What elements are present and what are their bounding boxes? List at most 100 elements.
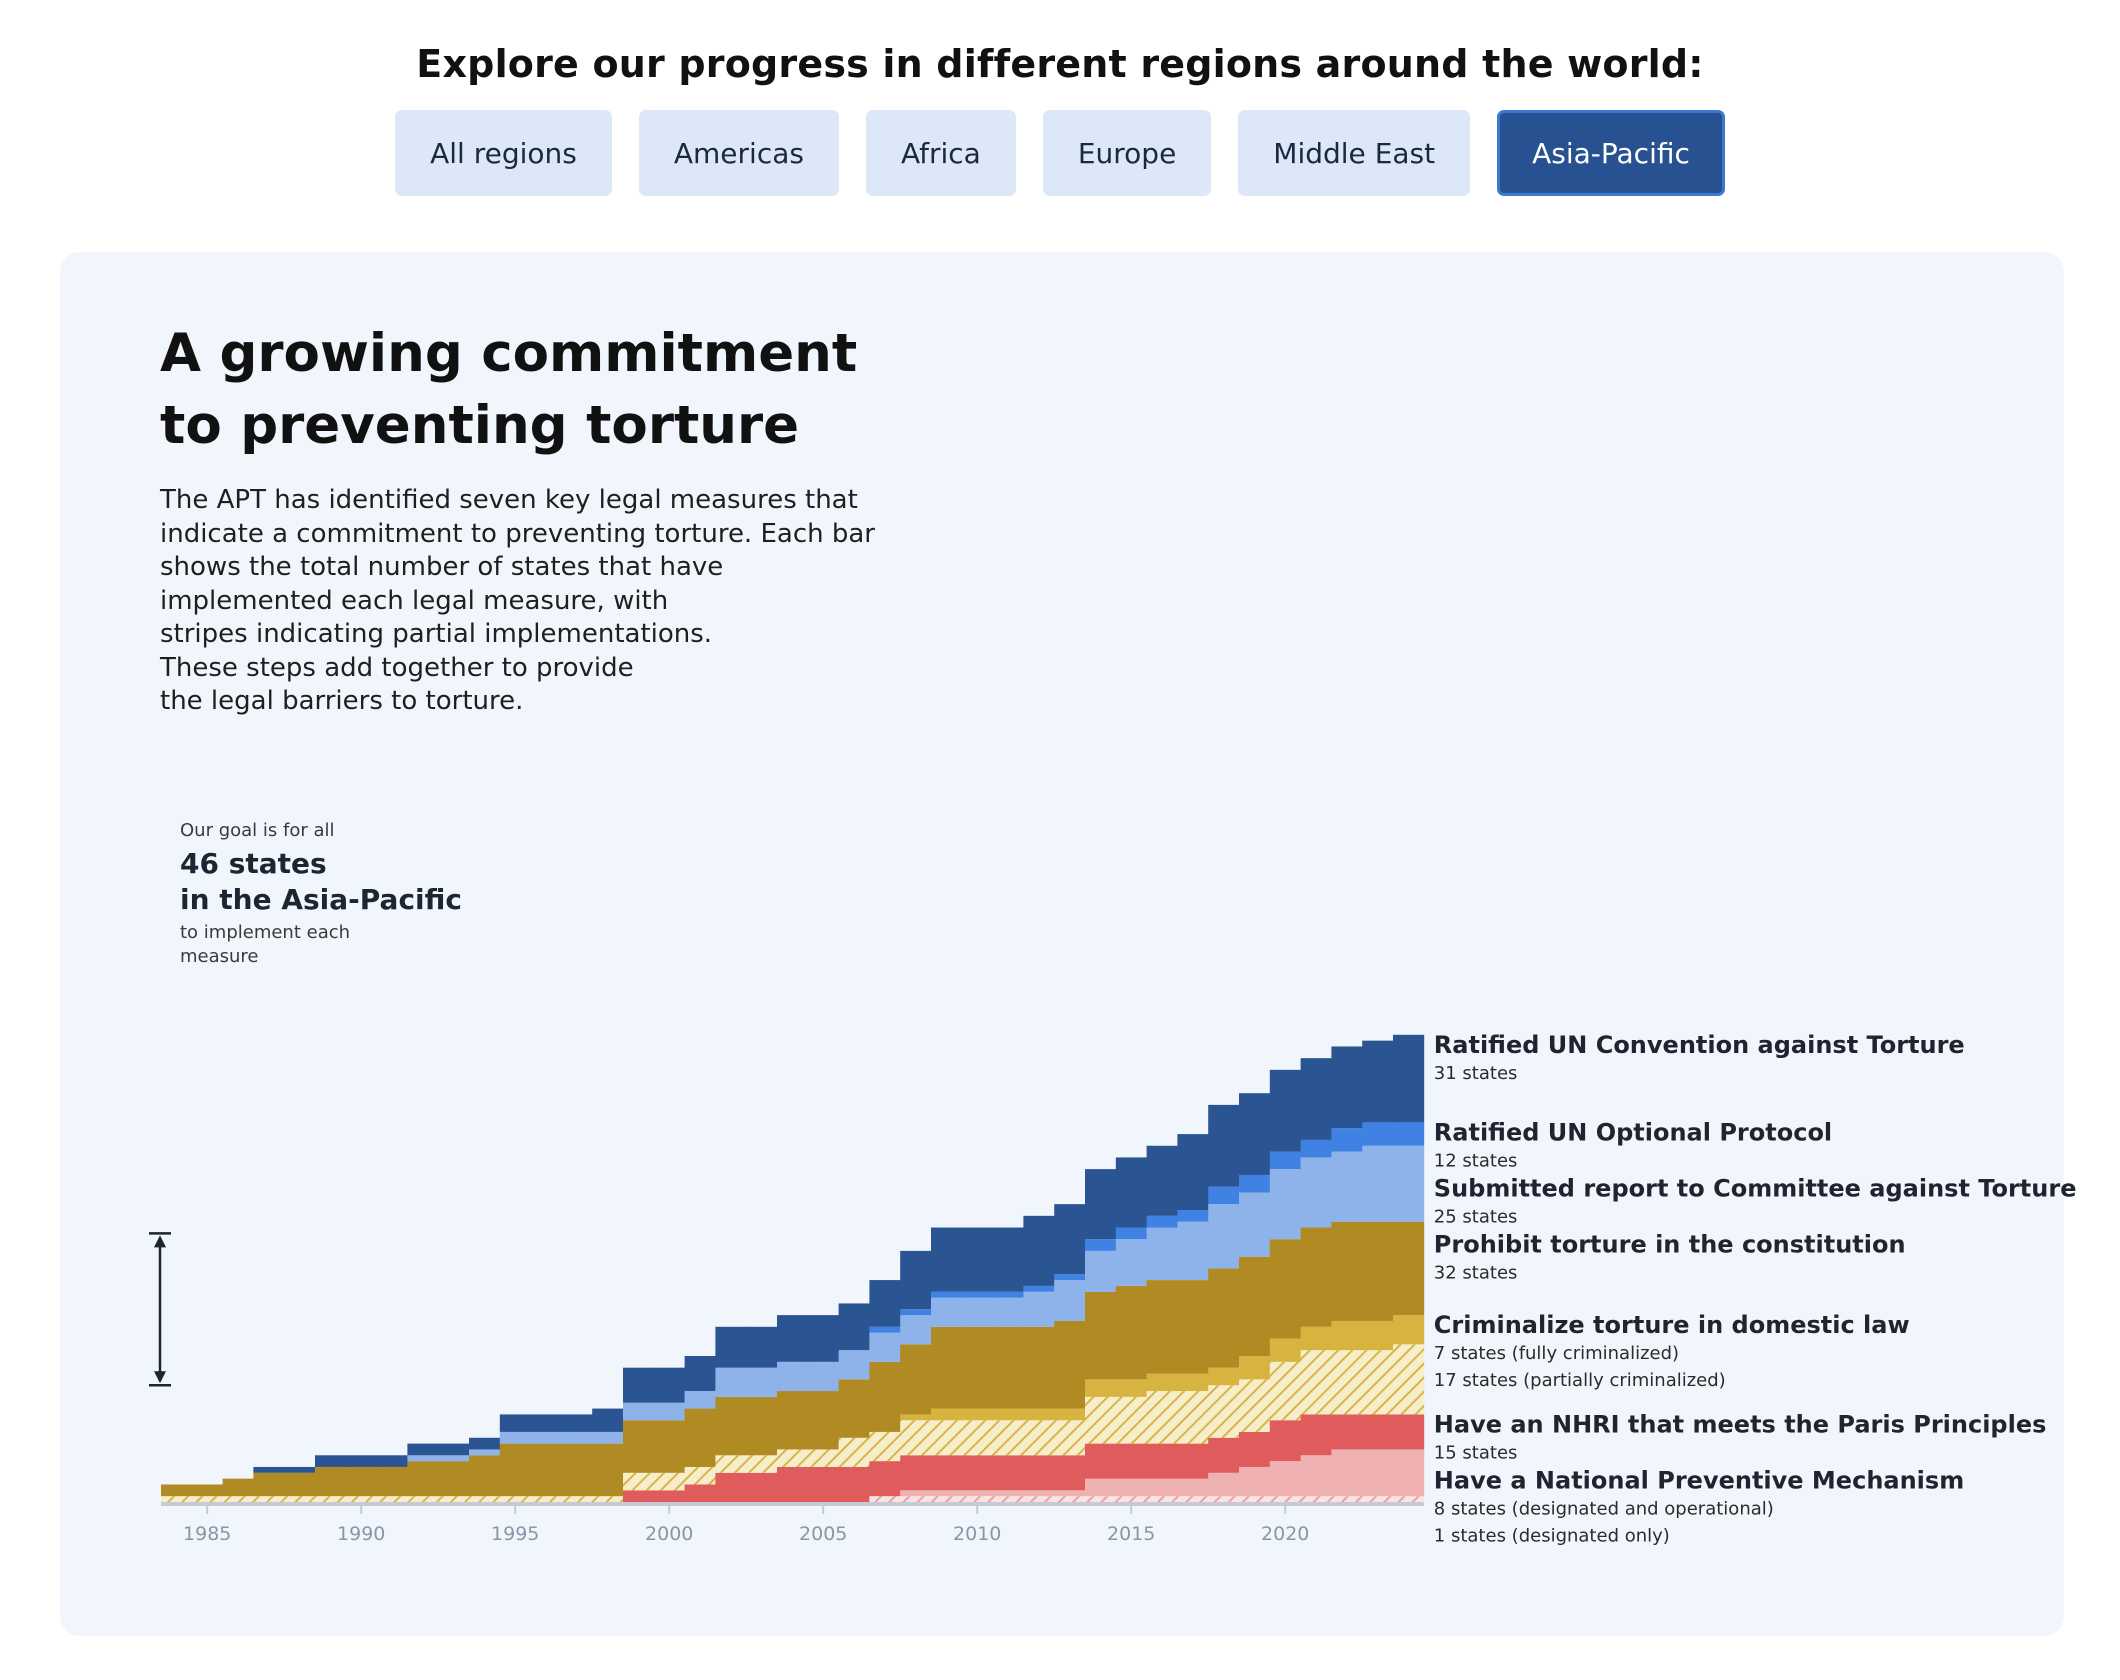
bar-ratified-cat-2011 — [992, 1227, 1024, 1292]
bar-npm-full-2009 — [931, 1490, 963, 1497]
bar-npm-partial-2013 — [1054, 1496, 1086, 1502]
x-tick-label-1990: 1990 — [337, 1523, 385, 1545]
bar-criminalize-full-2016 — [1146, 1373, 1178, 1392]
bar-ratified-cat-1991 — [376, 1455, 408, 1467]
bar-report-committee-2013 — [1054, 1280, 1086, 1321]
bar-ratified-cat-2016 — [1146, 1145, 1178, 1216]
tab-africa[interactable]: Africa — [865, 110, 1016, 196]
goal-annotation: Our goal is for all 46 states in the Asi… — [149, 820, 462, 1387]
bar-nhri-1999 — [623, 1490, 655, 1502]
region-tabs: All regions Americas Africa Europe Middl… — [0, 110, 2120, 196]
card-title-line-2: to preventing torture — [160, 395, 800, 456]
bar-criminalize-full-2014 — [1085, 1379, 1117, 1397]
bar-report-committee-2010 — [961, 1297, 993, 1327]
bar-constitution-1995 — [499, 1443, 531, 1497]
bar-constitution-2024 — [1393, 1221, 1425, 1316]
bar-constitution-2023 — [1362, 1221, 1394, 1321]
bar-criminalize-full-2010 — [961, 1408, 993, 1421]
bar-npm-full-2024 — [1393, 1449, 1425, 1497]
bar-ratified-cat-1994 — [469, 1437, 501, 1450]
bar-constitution-2005 — [807, 1391, 839, 1450]
bar-report-committee-2004 — [777, 1361, 809, 1392]
bar-ratified-cat-2001 — [684, 1356, 716, 1392]
bar-criminalize-full-2024 — [1393, 1315, 1425, 1345]
series-label-title: Ratified UN Convention against Torture — [1434, 1031, 1965, 1059]
bar-constitution-2000 — [653, 1420, 685, 1473]
series-label-title: Have a National Preventive Mechanism — [1434, 1466, 1964, 1494]
bar-constitution-2020 — [1269, 1239, 1301, 1339]
bar-constitution-1997 — [561, 1443, 593, 1497]
x-tick-label-2015: 2015 — [1107, 1523, 1155, 1545]
tab-middle-east[interactable]: Middle East — [1238, 110, 1471, 196]
bar-constitution-2016 — [1146, 1280, 1178, 1374]
bar-npm-partial-2018 — [1208, 1496, 1240, 1502]
bar-constitution-2021 — [1300, 1227, 1332, 1327]
intro-line: indicate a commitment to preventing tort… — [160, 518, 875, 549]
series-label-title: Ratified UN Optional Protocol — [1434, 1118, 1832, 1146]
series-label-title: Submitted report to Committee against To… — [1434, 1174, 2077, 1202]
bar-nhri-2006 — [838, 1466, 870, 1502]
bar-constitution-1994 — [469, 1455, 501, 1497]
bar-nhri-2004 — [777, 1466, 809, 1502]
bar-report-committee-2003 — [746, 1367, 778, 1397]
bar-ratified-cat-2023 — [1362, 1040, 1394, 1123]
intro-line: the legal barriers to torture. — [160, 686, 524, 716]
bar-report-committee-1999 — [623, 1402, 655, 1421]
bar-optional-protocol-2008 — [900, 1309, 932, 1316]
bar-nhri-2016 — [1146, 1443, 1178, 1479]
bar-ratified-cat-2000 — [653, 1367, 685, 1403]
intro-text: The APT has identified seven key legal m… — [160, 484, 980, 719]
goal-pre-text: Our goal is for all — [180, 820, 335, 841]
bar-criminalize-partial-1985 — [191, 1496, 223, 1502]
bar-constitution-1988 — [284, 1472, 316, 1497]
bar-ratified-cat-2012 — [1023, 1215, 1055, 1286]
bar-npm-partial-2009 — [931, 1496, 963, 1502]
bar-ratified-cat-1987 — [253, 1466, 285, 1473]
bar-optional-protocol-2022 — [1331, 1128, 1363, 1152]
bar-criminalize-partial-2007 — [869, 1431, 901, 1462]
bar-report-committee-2014 — [1085, 1250, 1117, 1292]
bar-criminalize-full-2013 — [1054, 1408, 1086, 1421]
bar-constitution-1996 — [530, 1443, 562, 1497]
bar-npm-full-2013 — [1054, 1490, 1086, 1497]
tab-all-regions[interactable]: All regions — [395, 110, 612, 196]
bar-report-committee-2000 — [653, 1402, 685, 1421]
bar-ratified-cat-2017 — [1177, 1134, 1209, 1210]
tab-americas[interactable]: Americas — [638, 110, 839, 196]
bar-criminalize-partial-1999 — [623, 1472, 655, 1491]
bar-criminalize-partial-1995 — [499, 1496, 531, 1502]
bar-ratified-cat-1990 — [345, 1455, 377, 1467]
bar-nhri-2008 — [900, 1455, 932, 1491]
bar-criminalize-full-2020 — [1269, 1338, 1301, 1362]
bar-nhri-2001 — [684, 1484, 716, 1502]
bar-criminalize-partial-1997 — [561, 1496, 593, 1502]
bar-report-committee-2001 — [684, 1391, 716, 1409]
bar-criminalize-full-2018 — [1208, 1367, 1240, 1386]
series-label-count: 17 states (partially criminalized) — [1434, 1370, 1726, 1391]
bar-criminalize-partial-2020 — [1269, 1361, 1301, 1421]
tab-europe[interactable]: Europe — [1042, 110, 1212, 196]
bar-ratified-cat-2021 — [1300, 1058, 1332, 1140]
bar-npm-partial-2016 — [1146, 1496, 1178, 1502]
bar-constitution-2018 — [1208, 1268, 1240, 1368]
bar-criminalize-partial-2014 — [1085, 1396, 1117, 1444]
bar-criminalize-partial-2008 — [900, 1420, 932, 1456]
bar-npm-full-2023 — [1362, 1449, 1394, 1497]
bar-optional-protocol-2020 — [1269, 1151, 1301, 1170]
x-tick-label-2005: 2005 — [799, 1523, 847, 1545]
tab-asia-pacific[interactable]: Asia-Pacific — [1497, 110, 1725, 196]
bar-ratified-cat-2022 — [1331, 1046, 1363, 1129]
bar-ratified-cat-2019 — [1239, 1093, 1271, 1175]
bar-ratified-cat-2008 — [900, 1250, 932, 1310]
series-label-count: 7 states (fully criminalized) — [1434, 1343, 1679, 1364]
bar-npm-partial-2017 — [1177, 1496, 1209, 1502]
bar-report-committee-2006 — [838, 1350, 870, 1380]
bar-criminalize-full-2008 — [900, 1414, 932, 1421]
bar-optional-protocol-2009 — [931, 1291, 963, 1298]
bar-criminalize-partial-2004 — [777, 1449, 809, 1467]
bar-constitution-1990 — [345, 1466, 377, 1497]
bar-criminalize-full-2019 — [1239, 1356, 1271, 1380]
bar-ratified-cat-1999 — [623, 1367, 655, 1403]
bar-constitution-1984 — [161, 1484, 193, 1497]
bar-nhri-2024 — [1393, 1414, 1425, 1450]
